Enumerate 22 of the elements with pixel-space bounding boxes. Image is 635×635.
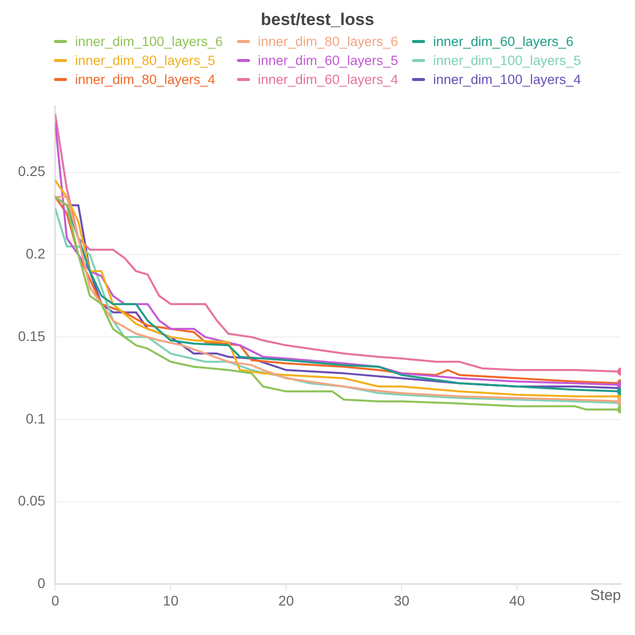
legend-label: inner_dim_100_layers_6 <box>74 34 223 48</box>
legend-label: inner_dim_60_layers_6 <box>433 34 574 48</box>
y-tick-label: 0.15 <box>18 328 46 344</box>
chart-title: best/test_loss <box>260 9 376 31</box>
y-tick-label: 0.1 <box>26 410 46 426</box>
legend-label: inner_dim_80_layers_4 <box>74 72 216 86</box>
x-tick-label: 40 <box>509 592 526 608</box>
x-tick-label: 0 <box>51 592 60 608</box>
legend-label: inner_dim_100_layers_4 <box>433 72 582 86</box>
legend-label: inner_dim_100_layers_5 <box>433 52 582 68</box>
legend-label: inner_dim_60_layers_4 <box>258 72 398 86</box>
x-tick-label: 30 <box>394 592 410 608</box>
y-tick-label: 0 <box>37 575 46 592</box>
y-tick-label: 0.05 <box>18 492 46 509</box>
y-tick-label: 0.25 <box>18 163 46 180</box>
legend-label: inner_dim_60_layers_5 <box>258 52 398 68</box>
y-tick-label: 0.2 <box>26 246 46 262</box>
legend-label: inner_dim_80_layers_5 <box>74 52 216 68</box>
x-axis-title: Step <box>590 587 621 604</box>
x-tick-label: 20 <box>278 592 294 608</box>
x-tick-label: 10 <box>162 592 179 608</box>
legend-label: inner_dim_80_layers_6 <box>258 34 398 48</box>
